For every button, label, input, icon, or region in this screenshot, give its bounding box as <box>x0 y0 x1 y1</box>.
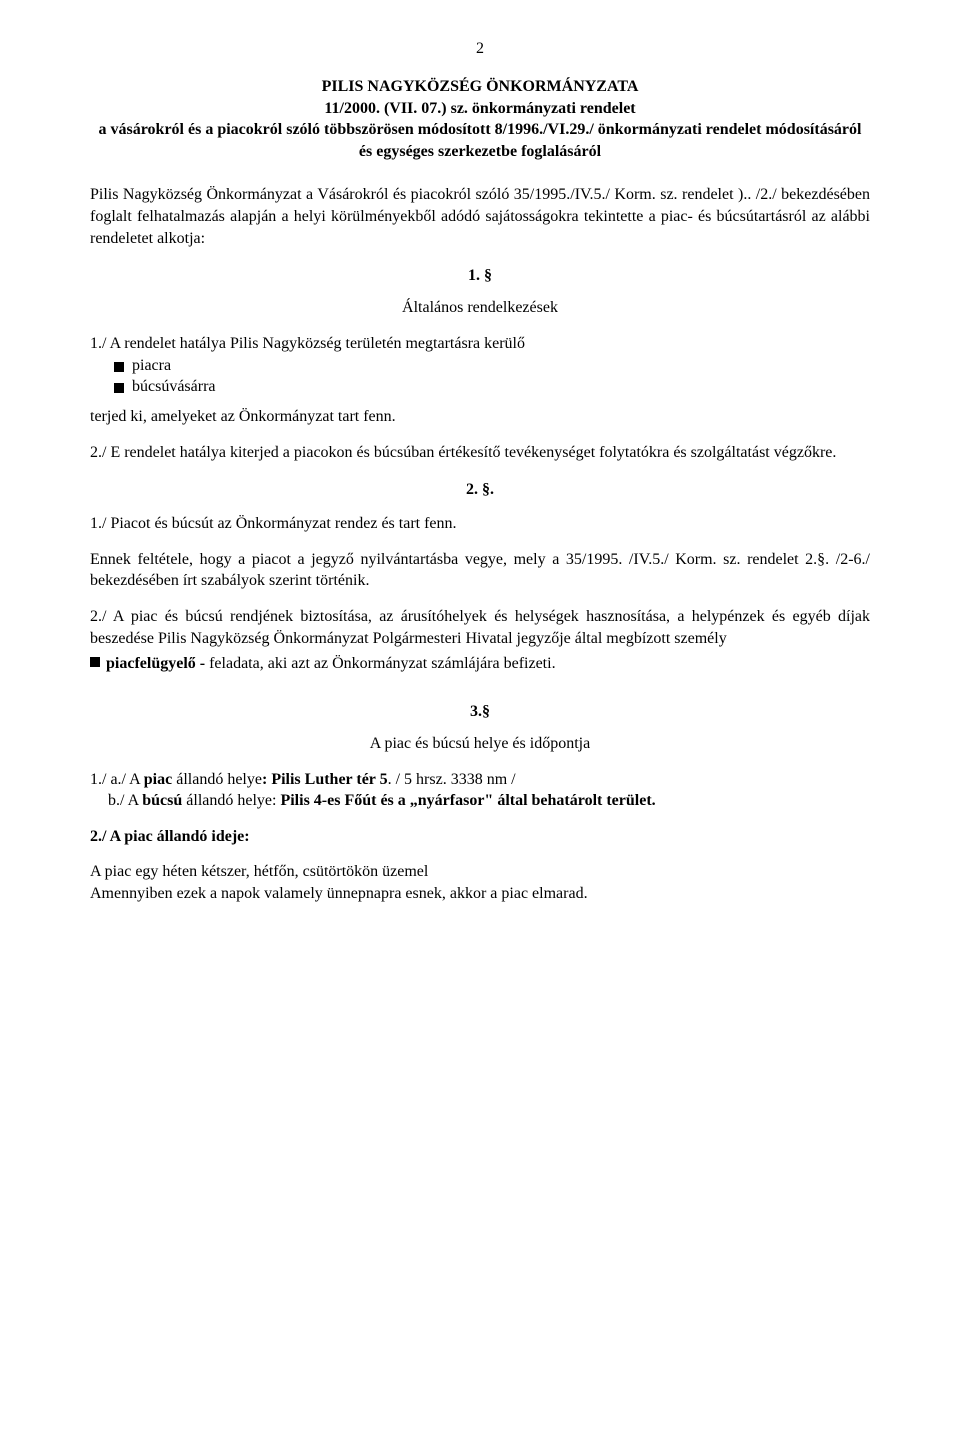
title-block: PILIS NAGYKÖZSÉG ÖNKORMÁNYZATA 11/2000. … <box>90 76 870 162</box>
text: b./ A <box>108 792 142 809</box>
title-line-1: PILIS NAGYKÖZSÉG ÖNKORMÁNYZATA <box>90 76 870 98</box>
text: 1./ a./ A <box>90 771 144 788</box>
s1-p1-tail: terjed ki, amelyeket az Önkormányzat tar… <box>90 406 870 428</box>
s2-p1: 1./ Piacot és búcsút az Önkormányzat ren… <box>90 513 870 535</box>
section-3-title: A piac és búcsú helye és időpontja <box>90 735 870 753</box>
list-item: piacra <box>114 355 870 377</box>
text: állandó helye <box>172 771 262 788</box>
s2-bullet-bold: piacfelügyelő - <box>106 655 209 672</box>
s3-p1a: 1./ a./ A piac állandó helye: Pilis Luth… <box>90 769 870 791</box>
intro-paragraph: Pilis Nagyközség Önkormányzat a Vásárokr… <box>90 184 870 249</box>
text-bold: búcsú <box>142 792 182 809</box>
s1-bullet-list: piacra búcsúvásárra <box>114 355 870 398</box>
s2-p3: 2./ A piac és búcsú rendjének biztosítás… <box>90 606 870 649</box>
section-2-number: 2. §. <box>90 481 870 499</box>
title-line-2: 11/2000. (VII. 07.) sz. önkormányzati re… <box>90 98 870 120</box>
s2-bullet-rest: feladata, aki azt az Önkormányzat számlá… <box>209 655 555 672</box>
text: . / 5 hrsz. 3338 nm / <box>388 771 516 788</box>
s3-p2-l2: Amennyiben ezek a napok valamely ünnepna… <box>90 883 870 905</box>
square-bullet-icon <box>114 383 124 393</box>
s3-p2-body: A piac egy héten kétszer, hétfőn, csütör… <box>90 861 870 904</box>
s1-p2: 2./ E rendelet hatálya kiterjed a piacok… <box>90 442 870 464</box>
s2-p2: Ennek feltétele, hogy a piacot a jegyző … <box>90 549 870 592</box>
list-item: búcsúvásárra <box>114 376 870 398</box>
text-bold: piac <box>144 771 172 788</box>
s3-p1b: b./ A búcsú állandó helye: Pilis 4-es Fő… <box>108 790 870 812</box>
text: állandó helye: <box>182 792 280 809</box>
bullet-label: piacra <box>132 355 171 377</box>
square-bullet-icon <box>114 362 124 372</box>
s3-p2-heading: 2./ A piac állandó ideje: <box>90 826 870 848</box>
s2-bullet: piacfelügyelő - feladata, aki azt az Önk… <box>90 653 870 675</box>
title-line-3: a vásárokról és a piacokról szóló többsz… <box>90 119 870 162</box>
s3-p2-l1: A piac egy héten kétszer, hétfőn, csütör… <box>90 861 870 883</box>
text-bold: Pilis 4-es Főút és a „nyárfasor" által b… <box>280 792 655 809</box>
text-bold: : Pilis Luther tér 5 <box>262 771 388 788</box>
s3-p1: 1./ a./ A piac állandó helye: Pilis Luth… <box>90 769 870 812</box>
square-bullet-icon <box>90 657 100 667</box>
section-1-number: 1. § <box>90 267 870 285</box>
s1-p1: 1./ A rendelet hatálya Pilis Nagyközség … <box>90 333 870 427</box>
section-3-number: 3.§ <box>90 703 870 721</box>
page-number: 2 <box>90 40 870 58</box>
s1-p1-lead: 1./ A rendelet hatálya Pilis Nagyközség … <box>90 333 870 355</box>
bullet-label: búcsúvásárra <box>132 376 216 398</box>
section-1-title: Általános rendelkezések <box>90 299 870 317</box>
